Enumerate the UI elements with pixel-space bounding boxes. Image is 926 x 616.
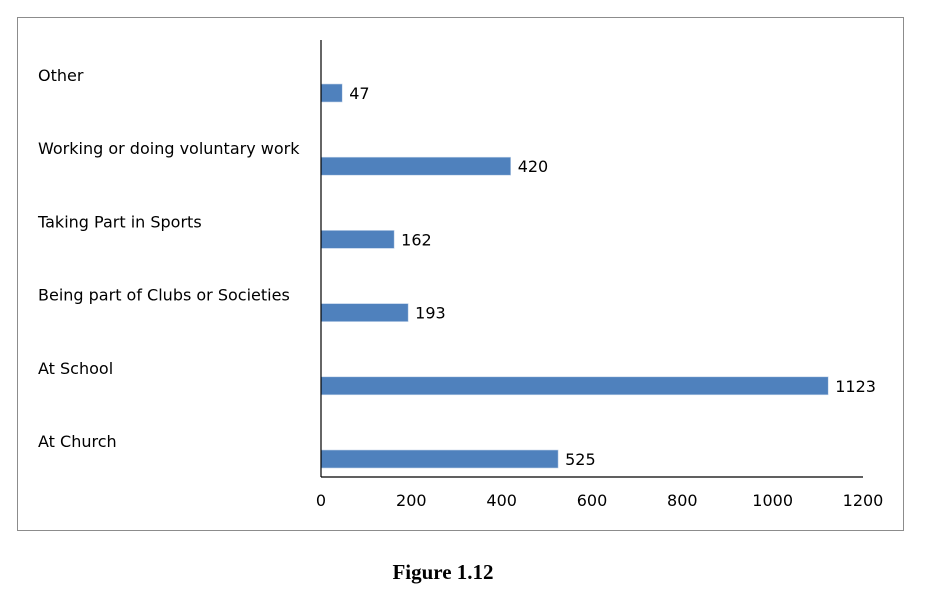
bar xyxy=(320,230,395,249)
data-label: 162 xyxy=(401,230,432,249)
x-tick-label: 1000 xyxy=(752,491,793,510)
bar xyxy=(320,303,409,322)
data-label: 193 xyxy=(415,304,446,323)
data-label: 1123 xyxy=(835,377,876,396)
bar xyxy=(320,83,343,103)
category-label: Other xyxy=(38,66,84,85)
x-tick-label: 0 xyxy=(316,491,326,510)
x-tick-label: 1200 xyxy=(843,491,884,510)
category-label: Working or doing voluntary work xyxy=(38,139,300,158)
category-label: Being part of Clubs or Societies xyxy=(38,286,290,305)
data-label: 47 xyxy=(349,84,369,103)
x-tick-label: 400 xyxy=(486,491,517,510)
category-label: Taking Part in Sports xyxy=(37,212,202,231)
category-label: At Church xyxy=(38,432,117,451)
data-label: 525 xyxy=(565,450,596,469)
data-label: 420 xyxy=(518,157,549,176)
x-tick-label: 600 xyxy=(577,491,608,510)
bar xyxy=(320,449,559,469)
category-label: At School xyxy=(38,359,113,378)
bar xyxy=(320,156,511,176)
x-tick-label: 800 xyxy=(667,491,698,510)
x-tick-label: 200 xyxy=(396,491,427,510)
figure-caption: Figure 1.12 xyxy=(392,560,494,584)
bar xyxy=(320,376,829,396)
chart-frame xyxy=(17,17,904,531)
